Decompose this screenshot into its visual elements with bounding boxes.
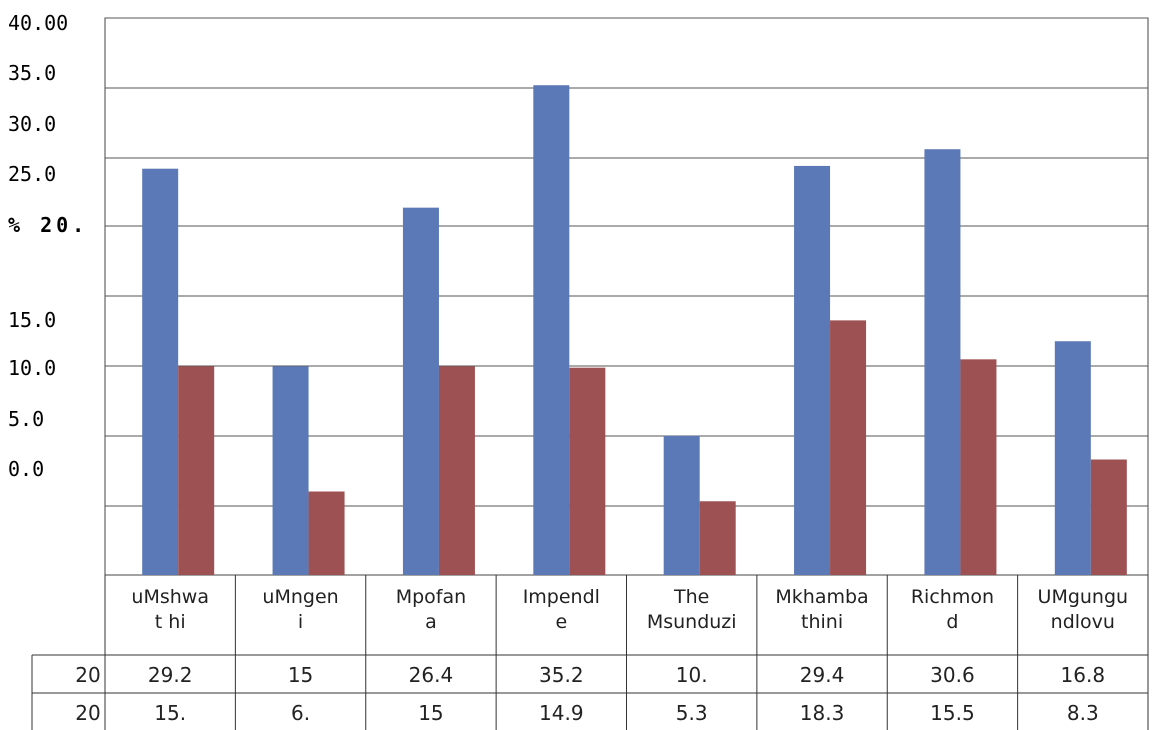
category-label: UMgungu	[1038, 586, 1129, 608]
bar-series1	[1054, 341, 1091, 575]
data-cell: 14.9	[539, 701, 584, 725]
bar-series1	[924, 149, 961, 576]
category-label: uMngen	[262, 586, 338, 608]
bar-series1	[402, 207, 439, 576]
data-cell: 29.2	[148, 663, 193, 687]
category-label: a	[425, 611, 437, 633]
category-label: e	[555, 611, 567, 633]
category-label: Richmon	[911, 586, 994, 608]
data-cell: 30.6	[930, 663, 975, 687]
category-label: ndlovu	[1051, 611, 1115, 633]
bar-series2	[960, 359, 997, 575]
y-tick-label: 0.0	[8, 457, 44, 481]
category-label: Impendl	[523, 586, 600, 608]
y-tick-label: 40.00	[8, 11, 68, 35]
y-tick-label: 15.0	[8, 308, 56, 332]
y-tick-label: 25.0	[8, 162, 56, 186]
category-label: d	[946, 611, 958, 633]
bar-series1	[663, 435, 700, 575]
data-cell: 15	[418, 701, 443, 725]
bar-series2	[438, 366, 475, 575]
data-cell: 8.3	[1067, 701, 1099, 725]
data-cell: 18.3	[800, 701, 845, 725]
data-cell: 15.5	[930, 701, 975, 725]
category-label: i	[298, 611, 303, 633]
y-tick-label: 35.0	[8, 61, 56, 85]
bar-series1	[794, 165, 831, 576]
data-cell: 15.	[154, 701, 186, 725]
category-label: Msunduzi	[647, 611, 737, 633]
bar-series2	[308, 491, 345, 575]
data-cell: 26.4	[409, 663, 454, 687]
y-tick-label: 30.0	[8, 112, 56, 136]
data-cell: 16.8	[1061, 663, 1106, 687]
bar-series2	[1090, 459, 1127, 575]
category-label: t hi	[155, 611, 186, 633]
category-label: Mpofan	[396, 586, 466, 608]
bar-series1	[272, 366, 309, 575]
category-label: thini	[801, 611, 843, 633]
data-cell: 29.4	[800, 663, 845, 687]
y-tick-label: 10.0	[8, 356, 56, 380]
data-cell: 10.	[676, 663, 708, 687]
data-cell: 35.2	[539, 663, 584, 687]
series-row-label: 20	[75, 701, 100, 725]
category-label: uMshwa	[131, 586, 209, 608]
data-cell: 5.3	[676, 701, 708, 725]
y-tick-label: 5.0	[8, 407, 44, 431]
series-row-label: 20	[75, 663, 100, 687]
category-label: Mkhamba	[775, 586, 868, 608]
bar-series1	[142, 168, 179, 575]
y-tick-label: % 20.	[8, 213, 88, 237]
bar-series2	[178, 366, 215, 575]
bar-series1	[533, 85, 570, 576]
bar-series2	[830, 320, 867, 575]
bar-series2	[699, 501, 736, 575]
data-cell: 15	[288, 663, 313, 687]
category-label: The	[673, 586, 709, 608]
data-cell: 6.	[291, 701, 310, 725]
bar-series2	[569, 367, 606, 575]
